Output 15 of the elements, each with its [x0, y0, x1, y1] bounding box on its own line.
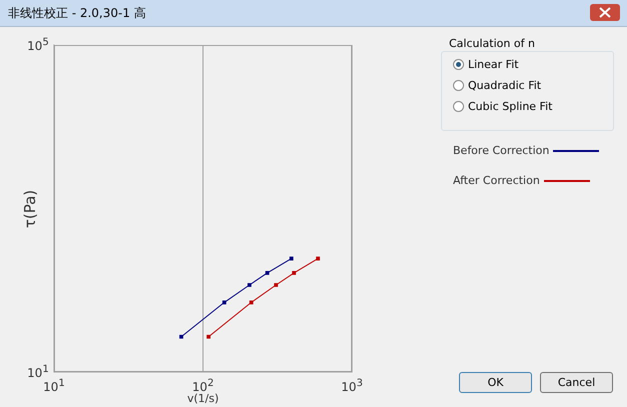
y-tick-label: 10$^{5}$ — [27, 37, 49, 53]
text: Linear Fit — [468, 58, 519, 71]
y-axis-title: τ(Pa) — [21, 189, 39, 228]
chart-title: 非线性校正 - 2.0,30-1 高 — [8, 5, 146, 22]
legend-label: Before Correction — [453, 144, 550, 157]
x-axis-title: v(1/s) — [187, 392, 219, 405]
text: OK — [459, 372, 532, 393]
x-tick-label: 10$^{1}$ — [43, 378, 65, 394]
x-tick-label: 10$^{3}$ — [341, 378, 363, 394]
legend-label: After Correction — [453, 174, 540, 187]
text: Cancel — [540, 372, 613, 393]
text: Quadradic Fit — [468, 79, 542, 92]
text: Cubic Spline Fit — [468, 100, 552, 113]
text: Calculation of n — [447, 37, 537, 50]
x-tick-label: 10$^{2}$ — [192, 378, 214, 394]
